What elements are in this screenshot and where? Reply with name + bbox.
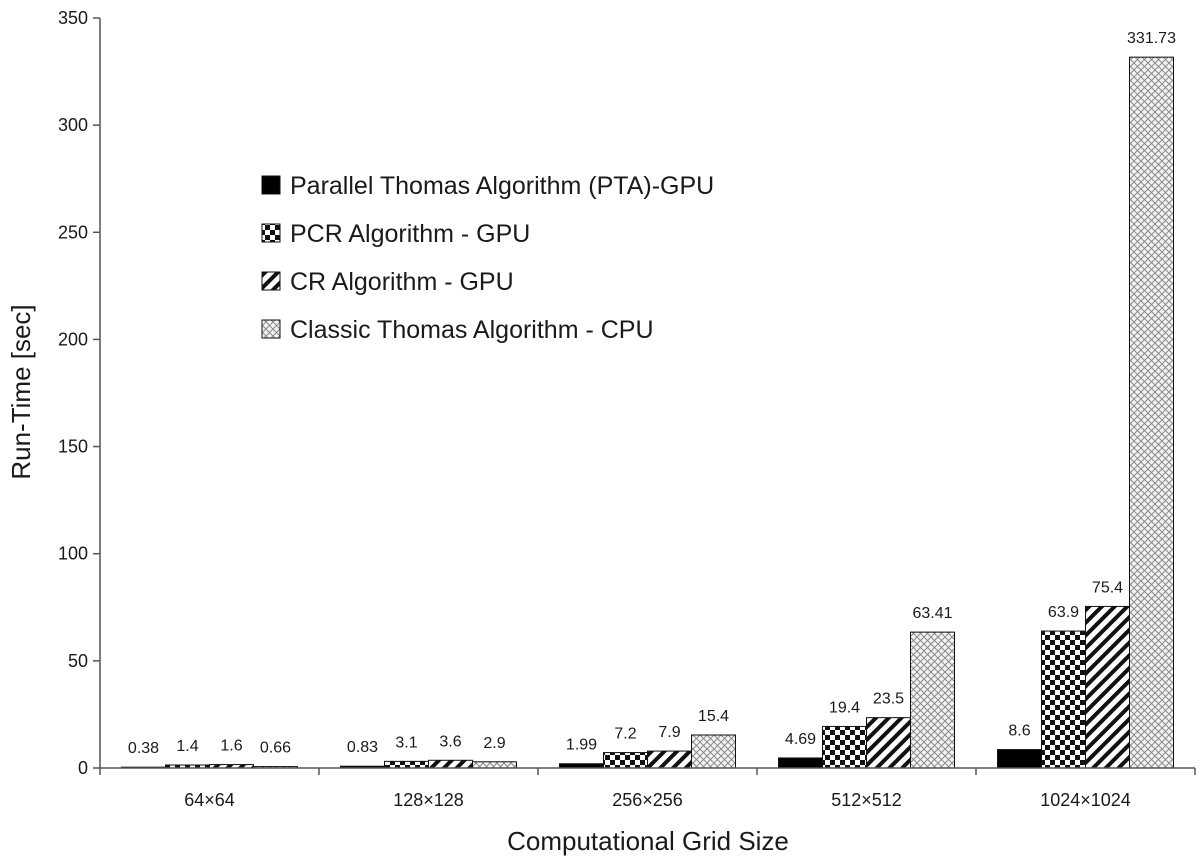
y-tick-label: 0 <box>78 758 88 778</box>
legend-item: PCR Algorithm - GPU <box>261 220 530 248</box>
y-tick-label: 50 <box>68 651 88 671</box>
legend-label: PCR Algorithm - GPU <box>290 220 530 248</box>
data-label: 331.73 <box>1127 30 1176 47</box>
bar <box>910 631 955 769</box>
x-tick-label: 512×512 <box>831 790 902 810</box>
x-tick-label: 256×256 <box>612 790 683 810</box>
bar <box>384 760 429 769</box>
bar <box>428 759 473 769</box>
data-label: 19.4 <box>829 699 860 716</box>
y-tick-label: 100 <box>58 544 88 564</box>
bar <box>866 717 911 769</box>
legend-swatch <box>261 175 281 195</box>
data-label: 7.2 <box>614 726 636 743</box>
y-tick-label: 300 <box>58 115 88 135</box>
data-labels: 0.38 0.83 1.99 4.69 8.6 1.4 3.1 7.2 19.4 63.9 1.6 3… <box>128 30 1176 757</box>
x-axis-tick-labels: 64×64 128×128 256×256 512×512 1024×1024 <box>99 768 1196 810</box>
x-tick-label: 128×128 <box>393 790 464 810</box>
legend-item: CR Algorithm - GPU <box>261 268 514 296</box>
data-label: 1.6 <box>220 738 242 755</box>
legend-label: Classic Thomas Algorithm - CPU <box>290 316 654 344</box>
bar <box>822 725 867 769</box>
data-label: 23.5 <box>873 691 904 708</box>
bar <box>691 734 736 769</box>
data-label: 63.41 <box>912 605 952 622</box>
data-label: 8.6 <box>1008 723 1030 740</box>
bar <box>1041 630 1086 769</box>
y-axis-title: Run-Time [sec] <box>6 304 36 479</box>
y-tick-label: 200 <box>58 329 88 349</box>
legend: Parallel Thomas Algorithm (PTA)-GPU PCR A… <box>261 172 714 344</box>
legend-label: CR Algorithm - GPU <box>290 268 514 296</box>
legend-label: Parallel Thomas Algorithm (PTA)-GPU <box>290 172 714 200</box>
data-label: 1.4 <box>176 738 198 755</box>
y-tick-label: 350 <box>58 8 88 28</box>
y-tick-label: 150 <box>58 437 88 457</box>
data-label: 0.83 <box>347 739 378 756</box>
data-label: 3.6 <box>439 733 461 750</box>
legend-swatch <box>261 319 281 339</box>
bar <box>472 761 517 769</box>
y-tick-label: 250 <box>58 222 88 242</box>
bar <box>1129 56 1174 769</box>
bar <box>647 750 692 769</box>
bar <box>1085 605 1130 769</box>
data-label: 0.66 <box>260 740 291 757</box>
legend-item: Classic Thomas Algorithm - CPU <box>261 316 654 344</box>
legend-item: Parallel Thomas Algorithm (PTA)-GPU <box>261 172 714 200</box>
legend-swatch <box>261 223 281 243</box>
bar <box>603 752 648 769</box>
data-label: 1.99 <box>566 737 597 754</box>
bar <box>778 757 823 769</box>
bar <box>997 749 1042 769</box>
data-label: 15.4 <box>698 708 729 725</box>
data-label: 75.4 <box>1092 579 1123 596</box>
x-tick-label: 1024×1024 <box>1040 790 1131 810</box>
data-label: 0.38 <box>128 740 159 757</box>
bars <box>121 56 1174 769</box>
x-tick-label: 64×64 <box>184 790 235 810</box>
x-axis-title: Computational Grid Size <box>507 826 789 856</box>
data-label: 2.9 <box>483 735 505 752</box>
y-axis-ticks: 0 50 100 150 200 250 300 350 <box>58 8 100 778</box>
data-label: 7.9 <box>658 724 680 741</box>
data-label: 3.1 <box>395 734 417 751</box>
legend-swatch <box>261 271 281 291</box>
data-label: 4.69 <box>785 731 816 748</box>
data-label: 63.9 <box>1048 604 1079 621</box>
